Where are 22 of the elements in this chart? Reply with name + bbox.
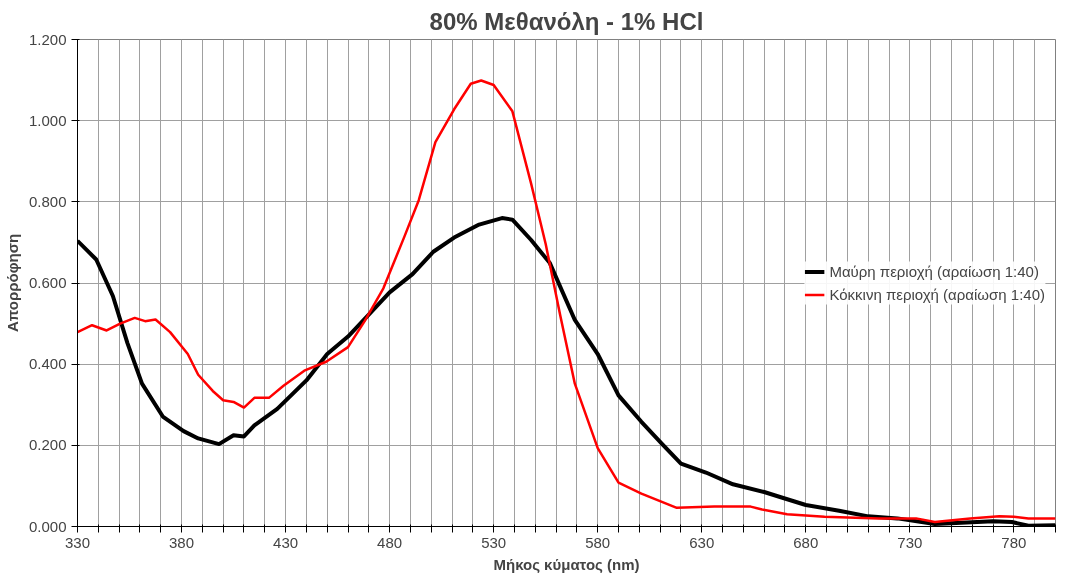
x-tick-label: 580: [585, 533, 611, 551]
y-tick-label: 0.400: [28, 355, 67, 373]
y-tick-label: 0.200: [28, 436, 67, 454]
y-tick-label: 0.800: [28, 192, 67, 210]
x-tick-label: 780: [1001, 533, 1027, 551]
y-tick-label: 0.600: [28, 274, 67, 291]
x-tick-label: 630: [689, 533, 715, 551]
y-tick-label: 1.200: [28, 30, 67, 48]
x-tick-label: 530: [481, 533, 507, 551]
y-tick-label: 0.000: [28, 517, 67, 535]
x-tick-label: 430: [273, 533, 299, 551]
chart-title: 80% Μεθανόλη - 1% HCl: [429, 7, 704, 35]
x-tick-label: 380: [169, 533, 195, 551]
legend-label: Κόκκινη περιοχή (αραίωση 1:40): [829, 285, 1045, 303]
x-tick-label: 330: [64, 533, 91, 551]
x-axis-title: Μήκος κύματος (nm): [493, 555, 640, 573]
y-axis-title: Απορρόφηση: [3, 233, 21, 333]
x-tick-label: 680: [793, 533, 819, 551]
y-tick-label: 1.000: [28, 111, 67, 129]
x-tick-label: 730: [897, 533, 923, 551]
legend-label: Μαύρη περιοχή (αραίωση 1:40): [829, 262, 1039, 280]
x-tick-label: 480: [377, 533, 403, 551]
